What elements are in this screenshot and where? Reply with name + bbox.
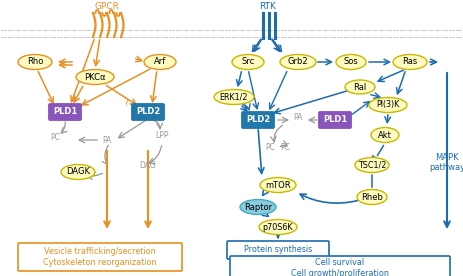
Text: Src: Src	[241, 57, 254, 67]
FancyBboxPatch shape	[226, 241, 328, 259]
Text: PC: PC	[50, 133, 60, 142]
Text: Ral: Ral	[353, 83, 366, 92]
Ellipse shape	[356, 190, 386, 205]
FancyBboxPatch shape	[49, 104, 81, 120]
Text: Protein synthesis: Protein synthesis	[244, 245, 312, 254]
Text: Raptor: Raptor	[244, 203, 271, 211]
Text: PC: PC	[264, 143, 275, 152]
FancyBboxPatch shape	[18, 243, 181, 271]
Text: RTK: RTK	[259, 2, 276, 11]
Text: Cell survival
Cell growth/proliferation: Cell survival Cell growth/proliferation	[290, 258, 388, 276]
Ellipse shape	[259, 177, 295, 192]
Ellipse shape	[76, 70, 114, 84]
Text: Arf: Arf	[154, 57, 166, 67]
Text: Rho: Rho	[27, 57, 43, 67]
Ellipse shape	[370, 128, 398, 142]
Text: ERK1/2: ERK1/2	[219, 92, 248, 102]
Text: Rheb: Rheb	[360, 192, 382, 201]
Text: PLD2: PLD2	[136, 107, 160, 116]
Text: PKCα: PKCα	[84, 73, 106, 81]
FancyBboxPatch shape	[318, 112, 350, 128]
Text: mTOR: mTOR	[265, 181, 290, 190]
FancyBboxPatch shape	[241, 112, 274, 128]
Ellipse shape	[335, 54, 365, 70]
Ellipse shape	[368, 97, 406, 113]
Ellipse shape	[144, 54, 175, 70]
Ellipse shape	[213, 89, 253, 105]
Text: MAPK: MAPK	[434, 153, 458, 162]
Ellipse shape	[279, 54, 315, 70]
Text: Grb2: Grb2	[287, 57, 307, 67]
Text: Vesicle trafficking/secretion
Cytoskeleton reorganization: Vesicle trafficking/secretion Cytoskelet…	[43, 246, 156, 267]
Text: PLD1: PLD1	[322, 115, 346, 124]
Ellipse shape	[392, 54, 426, 70]
Text: PLD1: PLD1	[53, 107, 77, 116]
Text: LPP: LPP	[155, 131, 169, 140]
Text: PI(3)K: PI(3)K	[375, 100, 399, 110]
Text: DAGK: DAGK	[66, 168, 90, 176]
Ellipse shape	[232, 54, 263, 70]
Text: pathway: pathway	[428, 163, 463, 172]
Ellipse shape	[344, 80, 374, 94]
Ellipse shape	[18, 54, 52, 70]
Ellipse shape	[61, 164, 95, 179]
Text: PLD2: PLD2	[245, 115, 269, 124]
Text: Sos: Sos	[343, 57, 357, 67]
Text: DAG: DAG	[139, 161, 156, 170]
Text: PA: PA	[293, 113, 302, 122]
Ellipse shape	[354, 158, 388, 172]
Text: GPCR: GPCR	[94, 2, 119, 11]
Text: PC: PC	[280, 143, 289, 152]
FancyBboxPatch shape	[131, 104, 164, 120]
Ellipse shape	[239, 200, 275, 214]
Text: p70S6K: p70S6K	[262, 222, 293, 232]
Text: Akt: Akt	[377, 131, 391, 139]
Text: TSC1/2: TSC1/2	[357, 161, 385, 169]
Text: PA: PA	[102, 136, 112, 145]
Ellipse shape	[258, 219, 296, 235]
FancyBboxPatch shape	[230, 256, 449, 276]
Text: ?: ?	[123, 98, 128, 108]
Text: Ras: Ras	[401, 57, 417, 67]
